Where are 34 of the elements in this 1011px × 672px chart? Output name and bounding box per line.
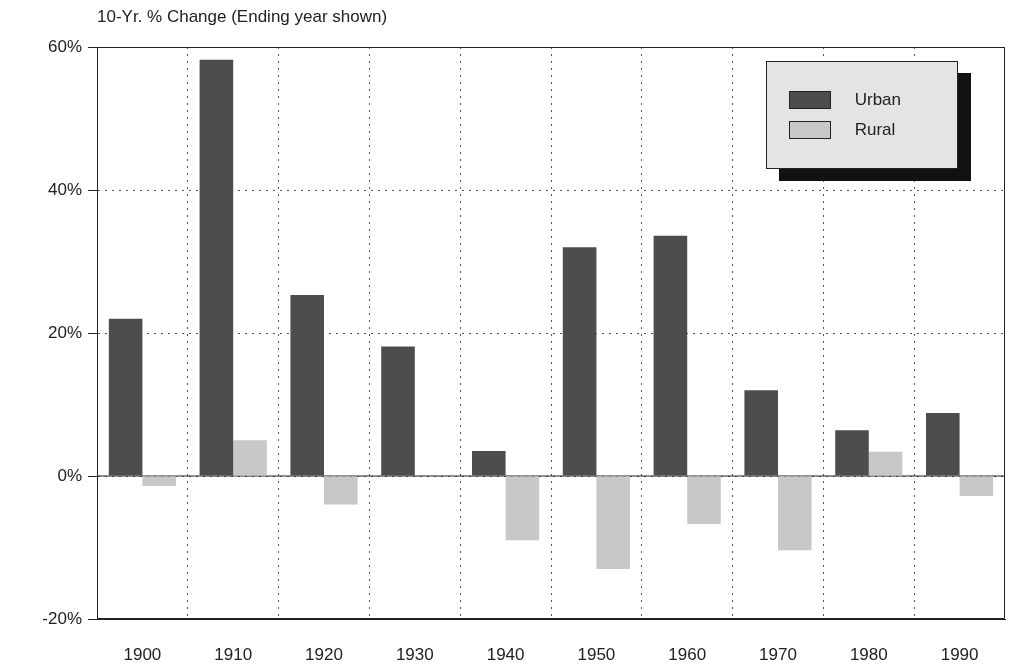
x-tick-label: 1990 (940, 644, 979, 664)
bar (596, 476, 630, 569)
bar (142, 476, 176, 487)
bar (108, 318, 143, 476)
y-tick-label: 0% (57, 465, 82, 485)
bar (744, 390, 778, 476)
bar (505, 476, 540, 541)
x-tick-label: 1980 (849, 644, 888, 664)
x-tick-label: 1930 (395, 644, 434, 664)
bar (381, 346, 415, 476)
y-tick-label: 20% (47, 322, 82, 342)
y-tick-label: 40% (47, 179, 82, 199)
bar (687, 476, 721, 524)
bar (472, 450, 506, 476)
bar (835, 430, 869, 476)
legend-label: Urban (854, 90, 901, 110)
bar (868, 451, 903, 476)
bar (324, 476, 358, 505)
x-tick-label: 1970 (759, 644, 797, 664)
bar (199, 59, 234, 476)
y-tick-label: -20% (42, 608, 82, 628)
chart-title: 10-Yr. % Change (Ending year shown) (97, 6, 388, 26)
x-tick-label: 1940 (486, 644, 525, 664)
x-tick-label: 1920 (305, 644, 343, 664)
bar (233, 440, 267, 476)
bar (778, 476, 812, 551)
bar (959, 476, 994, 497)
x-tick-label: 1900 (123, 644, 162, 664)
y-tick-label: 60% (47, 36, 82, 56)
bar (926, 413, 960, 476)
x-tick-label: 1910 (214, 644, 253, 664)
x-tick-label: 1960 (668, 644, 707, 664)
legend-label: Rural (854, 120, 896, 140)
x-tick-label: 1950 (577, 644, 616, 664)
